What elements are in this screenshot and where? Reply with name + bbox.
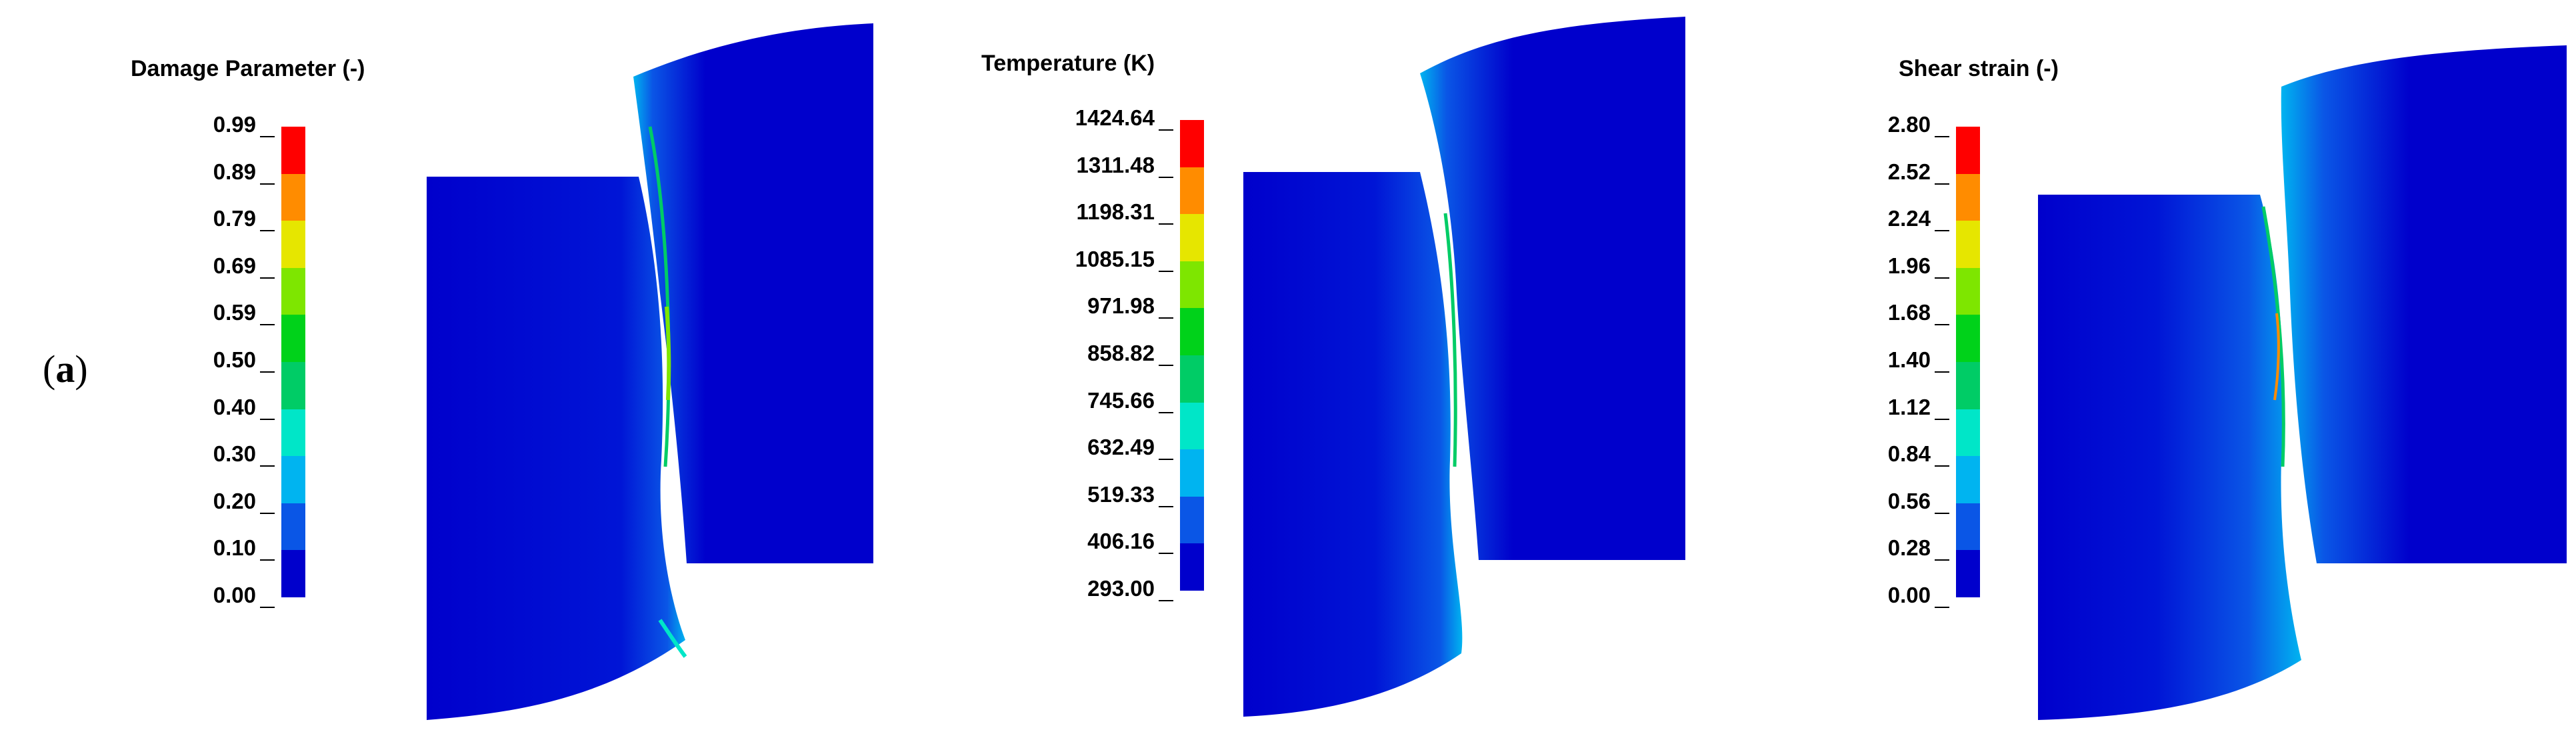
- colorbar: [1956, 127, 1980, 597]
- colorbar-tick-label: 0.20: [141, 489, 275, 514]
- legend-title: Shear strain (-): [1899, 56, 2059, 81]
- colorbar-tick-label: 1424.64: [1040, 105, 1173, 131]
- colorbar-segment: [1956, 221, 1980, 268]
- colorbar-segment: [1180, 261, 1204, 309]
- colorbar-tick-label: 1.96: [1816, 253, 1949, 279]
- colorbar-tick-label: 0.28: [1816, 535, 1949, 561]
- colorbar-tick-label: 1.68: [1816, 300, 1949, 325]
- colorbar: [281, 127, 305, 597]
- colorbar-segment: [1956, 456, 1980, 503]
- colorbar-tick-label: 519.33: [1040, 482, 1173, 507]
- colorbar-tick-label: 0.00: [141, 583, 275, 608]
- colorbar-tick-label: 1311.48: [1040, 153, 1173, 178]
- colorbar-segment: [1180, 214, 1204, 261]
- colorbar-tick-label: 1.40: [1816, 347, 1949, 373]
- colorbar-tick-label: 0.89: [141, 159, 275, 185]
- colorbar-tick-label: 0.59: [141, 300, 275, 325]
- legend-title: Damage Parameter (-): [131, 56, 365, 81]
- colorbar-segment: [281, 361, 305, 409]
- colorbar-tick-label: 2.24: [1816, 206, 1949, 231]
- colorbar-tick-label: 632.49: [1040, 435, 1173, 460]
- colorbar-segment: [281, 127, 305, 174]
- colorbar-segment: [1956, 267, 1980, 315]
- colorbar-segment: [1956, 173, 1980, 221]
- colorbar-segment: [1180, 120, 1204, 167]
- colorbar-tick-label: 0.84: [1816, 441, 1949, 467]
- damage-parameter-plot: Damage Parameter (-) 0.99 0.89 0.79 0.69 0.5…: [0, 0, 887, 734]
- colorbar-tick-label: 1085.15: [1040, 247, 1173, 272]
- colorbar-tick-label: 1.12: [1816, 395, 1949, 420]
- colorbar-segment: [281, 503, 305, 551]
- colorbar-tick-label: 745.66: [1040, 388, 1173, 413]
- colorbar-tick-label: 971.98: [1040, 293, 1173, 319]
- colorbar-tick-label: 0.79: [141, 206, 275, 231]
- colorbar-segment: [281, 267, 305, 315]
- colorbar-segment: [1956, 503, 1980, 551]
- colorbar-segment: [1180, 167, 1204, 215]
- colorbar-tick-label: 0.00: [1816, 583, 1949, 608]
- specimen-contour: [1243, 17, 1685, 717]
- colorbar-tick-label: 0.30: [141, 441, 275, 467]
- temperature-plot: Temperature (K) 1424.64 1311.48 1198.31 108…: [887, 0, 1707, 734]
- colorbar-segment: [281, 550, 305, 597]
- colorbar-tick-label: 1198.31: [1040, 199, 1173, 225]
- colorbar-tick-label: 0.50: [141, 347, 275, 373]
- colorbar-segment: [1180, 449, 1204, 497]
- colorbar-segment: [1956, 550, 1980, 597]
- colorbar-tick-label: 0.40: [141, 395, 275, 420]
- colorbar-tick-label: 2.80: [1816, 112, 1949, 137]
- colorbar-tick-label: 0.69: [141, 253, 275, 279]
- colorbar-segment: [281, 221, 305, 268]
- colorbar-segment: [281, 315, 305, 362]
- colorbar-segment: [1956, 127, 1980, 174]
- colorbar-segment: [281, 456, 305, 503]
- shear-strain-plot: Shear strain (-) 2.80 2.52 2.24 1.96 1.68 1.4…: [1707, 0, 2576, 734]
- colorbar-segment: [1956, 315, 1980, 362]
- colorbar-tick-label: 0.56: [1816, 489, 1949, 514]
- colorbar-segment: [1180, 402, 1204, 450]
- specimen-contour: [2038, 45, 2567, 720]
- colorbar-tick-label: 293.00: [1040, 576, 1173, 601]
- colorbar-segment: [1180, 355, 1204, 403]
- colorbar-segment: [1956, 409, 1980, 457]
- colorbar-segment: [1956, 361, 1980, 409]
- colorbar: [1180, 120, 1204, 591]
- legend-title: Temperature (K): [981, 51, 1155, 76]
- colorbar-segment: [281, 409, 305, 457]
- specimen-contour: [427, 23, 873, 720]
- colorbar-segment: [1180, 496, 1204, 544]
- colorbar-tick-label: 0.99: [141, 112, 275, 137]
- colorbar-tick-label: 406.16: [1040, 529, 1173, 554]
- colorbar-segment: [1180, 308, 1204, 355]
- colorbar-segment: [1180, 543, 1204, 591]
- panel-label: (a): [43, 347, 88, 391]
- colorbar-tick-label: 858.82: [1040, 341, 1173, 366]
- colorbar-segment: [281, 173, 305, 221]
- colorbar-tick-label: 2.52: [1816, 159, 1949, 185]
- colorbar-tick-label: 0.10: [141, 535, 275, 561]
